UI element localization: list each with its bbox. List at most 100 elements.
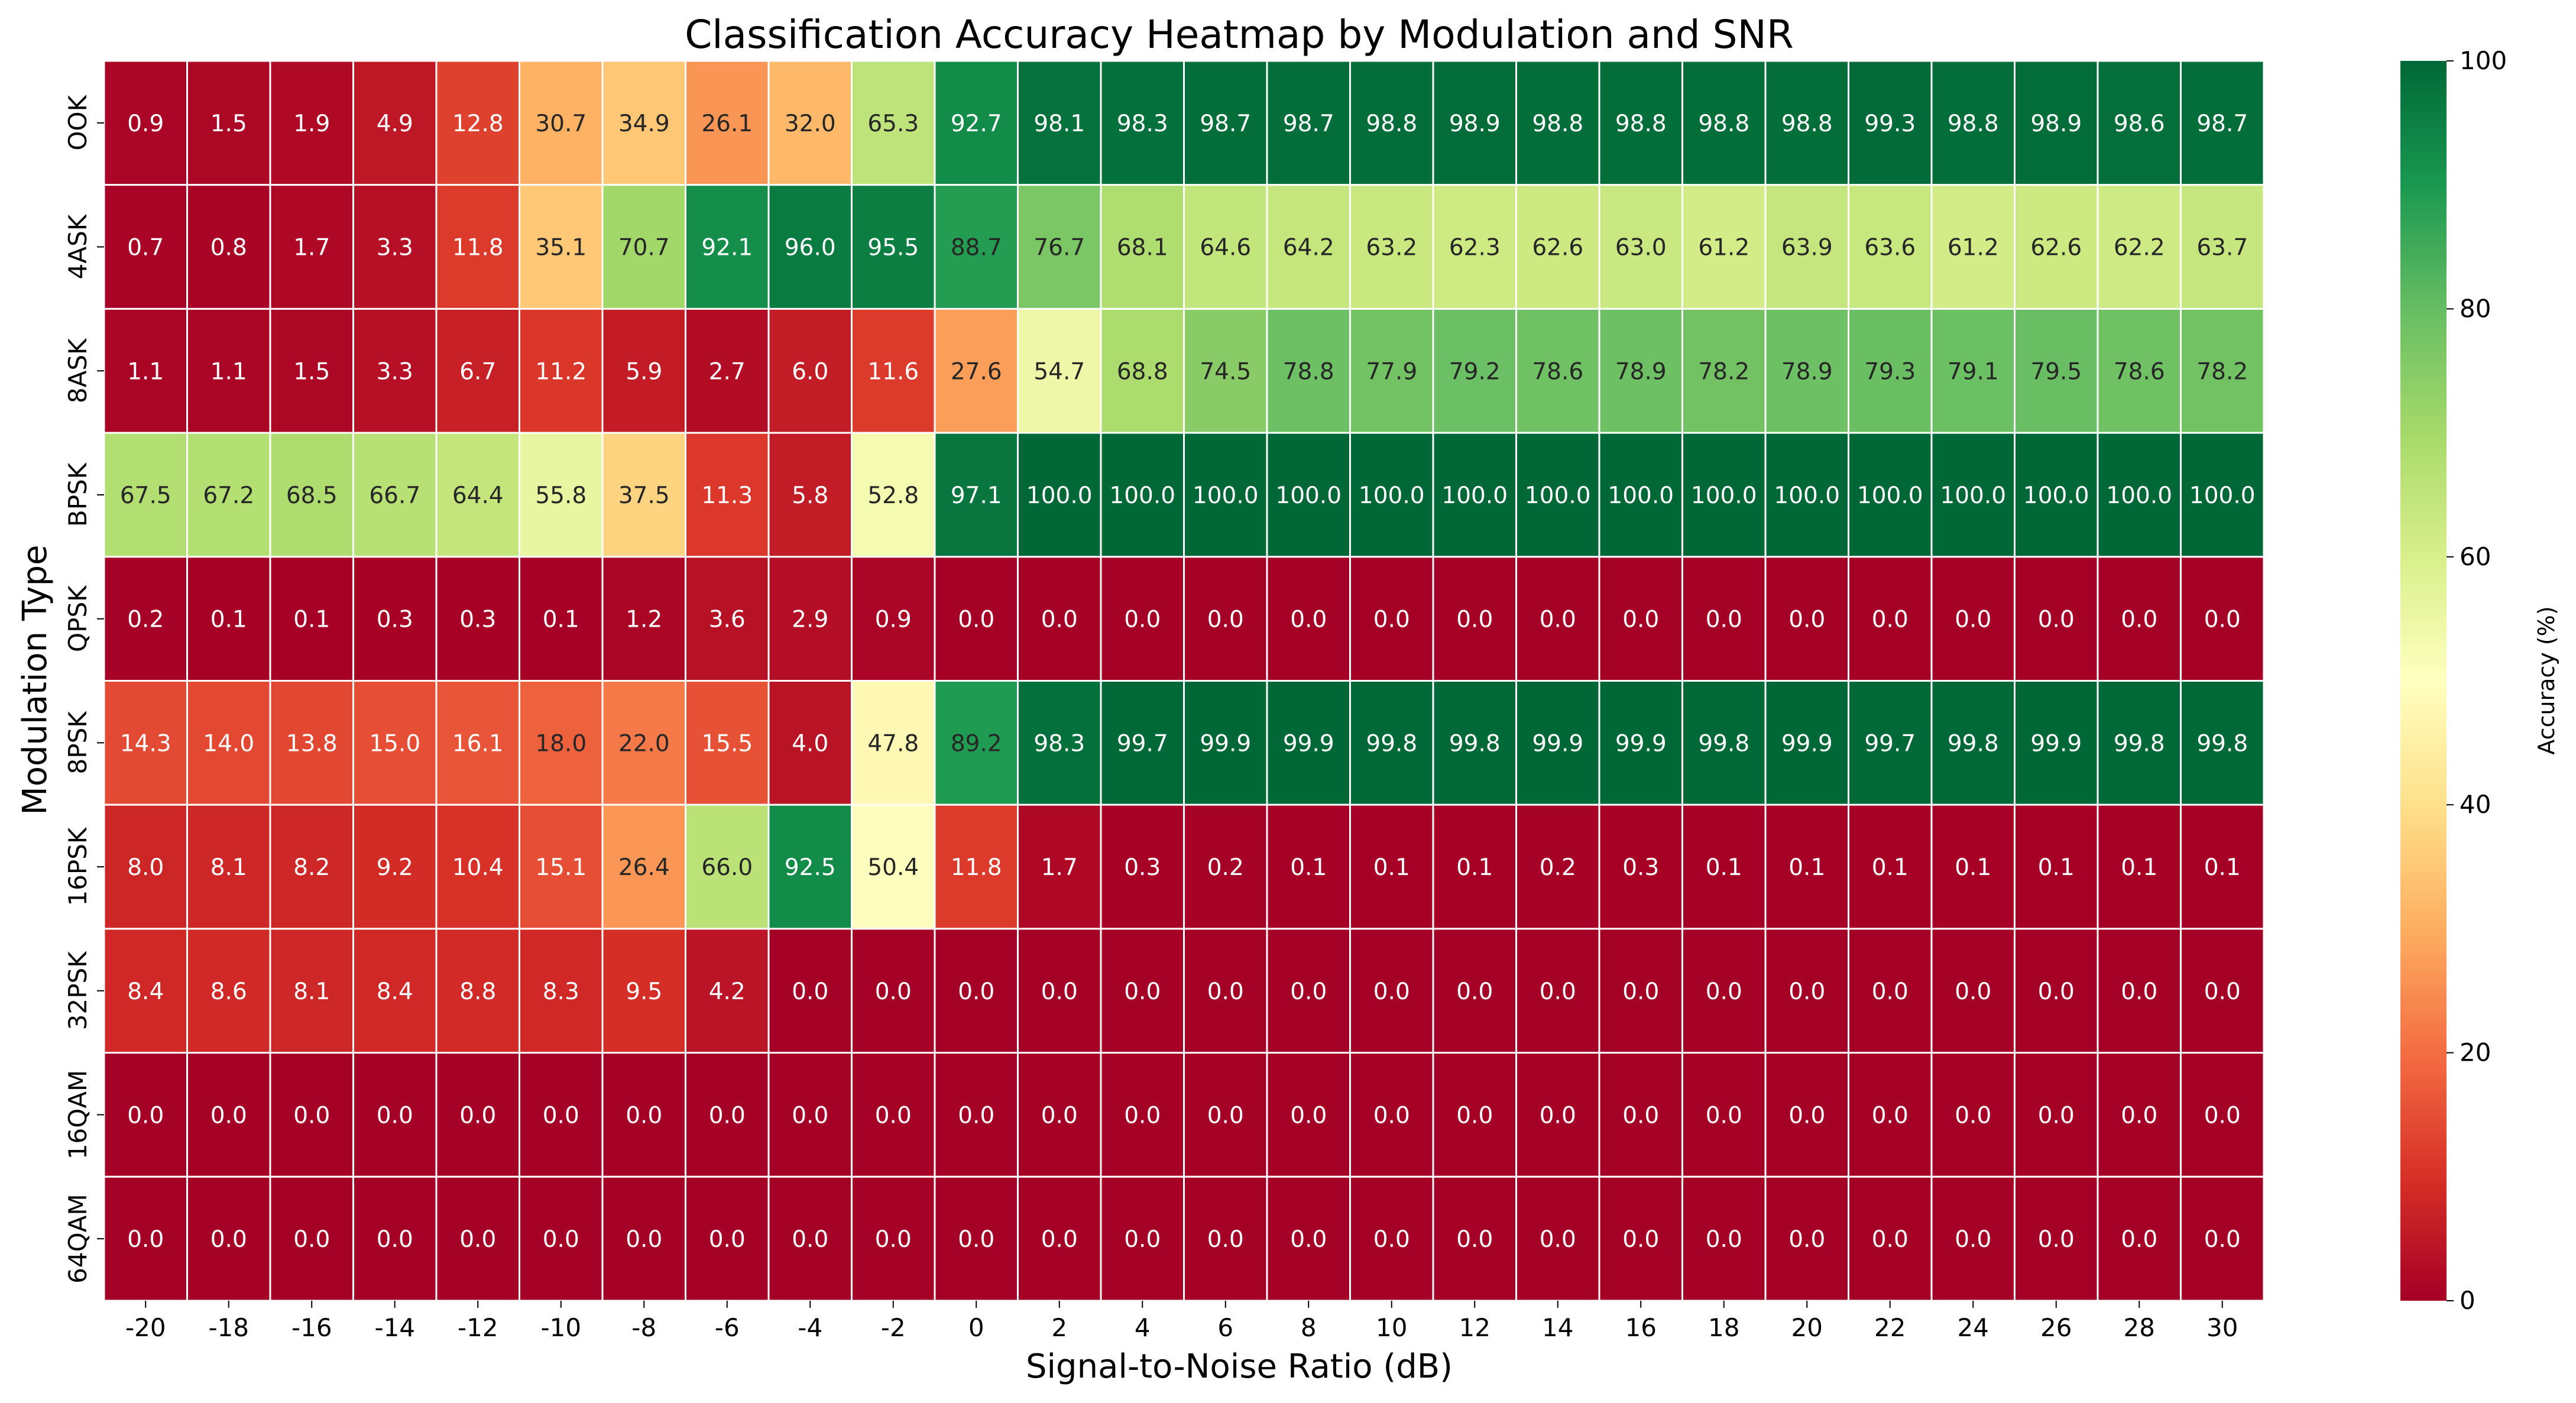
cell-value-label: 79.2 <box>1449 358 1501 385</box>
heatmap-cell <box>767 928 853 1054</box>
heatmap-cell <box>601 432 686 558</box>
cell-value-label: 0.0 <box>2121 607 2157 633</box>
heatmap-cell <box>934 184 1019 310</box>
cell-value-label: 99.8 <box>2196 730 2248 757</box>
cell-value-label: 0.0 <box>2038 1102 2075 1129</box>
cell-value-label: 99.3 <box>1864 111 1916 137</box>
cell-value-label: 0.0 <box>792 978 828 1005</box>
colorbar-tick-label: 40 <box>2460 790 2491 819</box>
heatmap-cell <box>1764 60 1849 186</box>
cell-value-label: 96.0 <box>785 235 836 261</box>
heatmap-cell <box>2180 307 2265 434</box>
cell-value-label: 0.0 <box>875 1102 912 1129</box>
cell-value-label: 0.0 <box>875 978 912 1005</box>
heatmap-cell <box>1017 556 1102 682</box>
heatmap-cell <box>1848 1175 1933 1302</box>
cell-value-label: 8.4 <box>377 978 413 1005</box>
heatmap-cell <box>352 803 438 930</box>
heatmap-cell <box>851 184 936 310</box>
cell-value-label: 78.9 <box>1615 358 1667 385</box>
heatmap-cell <box>186 1175 271 1302</box>
cell-value-label: 100.0 <box>1691 482 1757 509</box>
cell-value-label: 99.8 <box>1698 730 1749 757</box>
cell-value-label: 62.2 <box>2114 235 2165 261</box>
cell-value-label: 0.0 <box>459 1102 496 1129</box>
cell-value-label: 100.0 <box>1109 482 1175 509</box>
cell-value-label: 16.1 <box>452 730 504 757</box>
x-tick-label: 12 <box>1459 1313 1490 1342</box>
cell-value-label: 15.5 <box>701 730 753 757</box>
cell-value-label: 0.1 <box>1456 854 1493 881</box>
cell-value-label: 32.0 <box>785 111 836 137</box>
x-tick-label: -14 <box>374 1313 415 1342</box>
heatmap-cell <box>435 184 520 310</box>
heatmap-cell <box>1432 928 1517 1054</box>
cell-value-label: 79.5 <box>2030 358 2082 385</box>
cell-value-label: 8.2 <box>293 854 330 881</box>
heatmap-cell <box>1848 432 1933 558</box>
cell-value-label: 0.0 <box>1706 607 1742 633</box>
chart-title: Classification Accuracy Heatmap by Modul… <box>685 12 1794 57</box>
heatmap-cell <box>1598 680 1683 806</box>
cell-value-label: 8.4 <box>127 978 164 1005</box>
heatmap-cell <box>1100 432 1185 558</box>
cell-value-label: 18.0 <box>535 730 587 757</box>
cell-value-label: 79.1 <box>1948 358 1999 385</box>
colorbar-ticks: 0 20 40 60 80 100 <box>2447 46 2507 1315</box>
cell-value-label: 0.0 <box>459 1226 496 1253</box>
cell-value-label: 98.8 <box>1698 111 1749 137</box>
cell-value-label: 0.0 <box>875 1226 912 1253</box>
colorbar-tick-label: 20 <box>2460 1038 2491 1067</box>
cell-value-label: 0.0 <box>1373 1226 1410 1253</box>
heatmap-cell <box>1100 1175 1185 1302</box>
cell-value-label: 67.5 <box>120 482 171 509</box>
heatmap-cell <box>352 680 438 806</box>
heatmap-cell <box>1515 307 1600 434</box>
heatmap-cell <box>1266 307 1351 434</box>
heatmap-cell <box>519 928 604 1054</box>
heatmap-cell <box>685 803 770 930</box>
heatmap-cell <box>1764 1052 1849 1178</box>
heatmap-cell <box>767 307 853 434</box>
y-tick-label: 4ASK <box>63 213 92 279</box>
heatmap-cell <box>1598 1052 1683 1178</box>
cell-value-label: 14.0 <box>203 730 254 757</box>
cell-value-label: 1.1 <box>210 358 247 385</box>
heatmap-cell <box>767 680 853 806</box>
heatmap-cell <box>2014 1052 2099 1178</box>
cell-value-label: 0.0 <box>958 978 994 1005</box>
x-tick-label: -8 <box>631 1313 656 1342</box>
cell-value-label: 1.7 <box>1041 854 1078 881</box>
heatmap-cell <box>2097 928 2182 1054</box>
heatmap-cell <box>269 184 354 310</box>
cell-value-label: 0.0 <box>792 1102 828 1129</box>
heatmap-cell <box>1100 680 1185 806</box>
heatmap-cell <box>934 803 1019 930</box>
x-tick-label: -4 <box>798 1313 822 1342</box>
cell-value-label: 77.9 <box>1366 358 1417 385</box>
heatmap-cell <box>934 1052 1019 1178</box>
colorbar-tick-label: 80 <box>2460 294 2491 323</box>
cell-value-label: 8.8 <box>459 978 496 1005</box>
cell-value-label: 0.0 <box>1290 1226 1327 1253</box>
heatmap-cell <box>1432 1052 1517 1178</box>
heatmap-cell <box>1266 928 1351 1054</box>
cell-value-label: 0.1 <box>1373 854 1410 881</box>
x-axis-ticks: -20 -18 -16 -14 -12 -10 -8 -6 -4 -2 0 2 4 6 8 10 12 14 16 1… <box>125 1301 2238 1342</box>
heatmap-cell <box>1432 184 1517 310</box>
cell-value-label: 0.0 <box>293 1226 330 1253</box>
heatmap-cell <box>685 556 770 682</box>
cell-value-label: 11.8 <box>951 854 1002 881</box>
heatmap-cell <box>601 307 686 434</box>
cell-value-label: 1.9 <box>293 111 330 137</box>
cell-value-label: 74.5 <box>1200 358 1251 385</box>
cell-value-label: 0.0 <box>2204 1102 2241 1129</box>
cell-value-label: 0.0 <box>543 1226 579 1253</box>
heatmap-cell <box>1017 928 1102 1054</box>
cell-value-label: 0.0 <box>1124 978 1161 1005</box>
cell-value-label: 2.9 <box>792 607 828 633</box>
cell-value-label: 100.0 <box>1940 482 2006 509</box>
cell-value-label: 0.0 <box>2121 1226 2157 1253</box>
cell-value-label: 0.0 <box>1207 978 1244 1005</box>
cell-value-label: 5.8 <box>792 482 828 509</box>
